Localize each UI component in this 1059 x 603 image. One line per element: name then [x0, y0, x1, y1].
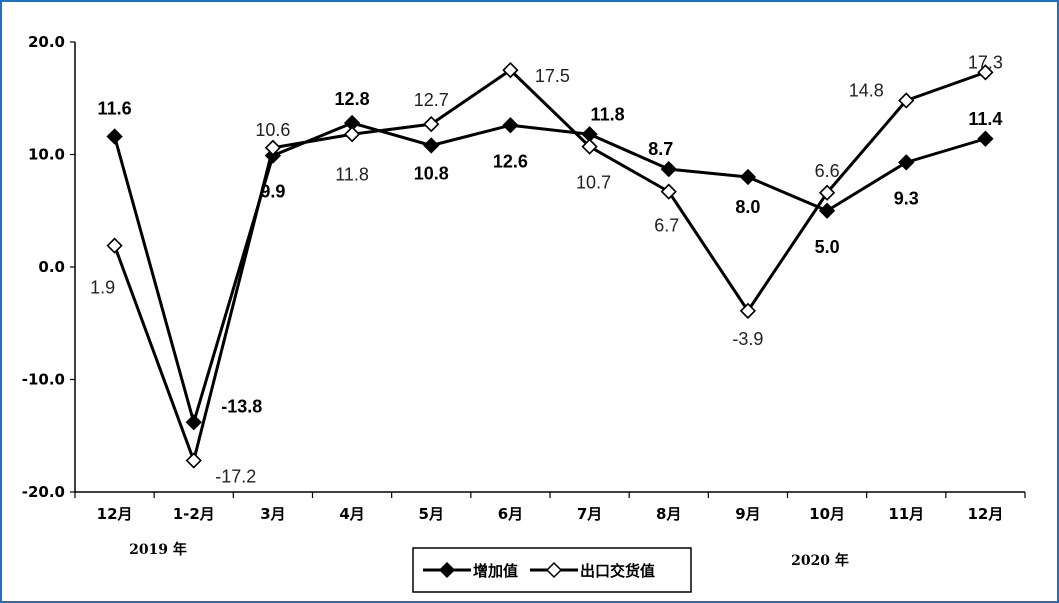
export-delivery-data-label: 17.3 [968, 52, 1003, 72]
value-added-data-label: 11.8 [591, 104, 625, 124]
export-delivery-data-label: 11.8 [335, 164, 369, 184]
export-delivery-data-label: 1.9 [90, 278, 115, 298]
value-added-data-label: 5.0 [815, 237, 840, 257]
value-added-point [185, 414, 202, 431]
legend: 增加值 出口交货值 [412, 547, 692, 593]
value-added-point [739, 168, 757, 186]
export-delivery-data-label: 17.5 [535, 66, 570, 86]
export-delivery-data-label: -3.9 [732, 329, 763, 349]
x-tick-label: 10月 [809, 505, 845, 523]
y-tick-label: 20.0 [28, 33, 65, 51]
export-delivery-data-label: -17.2 [215, 467, 256, 487]
x-tick-label: 6月 [498, 505, 523, 523]
y-tick-label: -20.0 [22, 483, 65, 501]
export-delivery-point [423, 115, 440, 133]
x-tick-label: 1-2月 [173, 505, 215, 523]
x-tick-label: 9月 [735, 505, 760, 523]
value-added-data-label: 12.8 [335, 89, 370, 109]
export-delivery-point [739, 302, 757, 320]
value-added-data-label: 8.7 [648, 139, 673, 159]
export-delivery-point [977, 64, 994, 81]
value-added-data-label: 11.6 [98, 99, 132, 119]
export-delivery-point [581, 138, 598, 155]
year-label-2019: 2019 年 [129, 541, 187, 558]
value-added-data-label: 11.4 [968, 109, 1002, 129]
x-tick-label: 5月 [419, 505, 444, 523]
x-tick-label: 3月 [260, 505, 285, 523]
y-tick-label: -10.0 [22, 371, 65, 389]
legend-label-value-added: 增加值 [473, 562, 518, 580]
export-delivery-data-label: 10.6 [255, 120, 290, 140]
x-tick-label: 4月 [339, 505, 364, 523]
export-delivery-data-label: 10.7 [576, 173, 611, 193]
value-added-point [818, 202, 836, 219]
legend-label-export-delivery: 出口交货值 [580, 562, 655, 580]
series-line-value-added [113, 121, 986, 424]
export-delivery-data-label: 14.8 [849, 81, 884, 101]
export-delivery-point [106, 237, 123, 254]
x-tick-label: 7月 [577, 505, 602, 523]
x-tick-label: 8月 [656, 505, 681, 523]
legend-marker-export-delivery [545, 561, 563, 579]
export-delivery-data-label: 6.6 [815, 161, 840, 181]
y-tick-label: 10.0 [28, 146, 65, 164]
export-delivery-point [660, 183, 677, 200]
export-delivery-point [818, 184, 836, 201]
year-label-2020: 2020 年 [791, 552, 849, 569]
export-delivery-point [502, 61, 519, 79]
export-delivery-point [264, 139, 282, 156]
value-added-point [106, 128, 123, 145]
value-added-point [977, 130, 994, 147]
data-labels: 11.6 -13.8 9.9 12.8 10.8 12.6 11.8 8.7 8.0 5.0 9.3… [90, 52, 1003, 486]
x-tick-label: 11月 [888, 505, 924, 523]
value-added-point [423, 137, 440, 154]
legend-marker-value-added [438, 561, 456, 579]
value-added-data-label: 8.0 [735, 197, 760, 217]
value-added-point [660, 160, 677, 178]
x-tick-label: 12月 [967, 505, 1003, 523]
x-tick-label: 12月 [97, 505, 133, 523]
series-line-export-delivery [113, 68, 986, 462]
value-added-point [898, 154, 915, 171]
value-added-data-label: -13.8 [221, 396, 262, 416]
export-delivery-point [898, 92, 915, 109]
value-added-data-label: 12.6 [493, 151, 528, 171]
export-delivery-data-label: 12.7 [414, 90, 449, 110]
series-lines [106, 61, 994, 469]
y-tick-label: 0.0 [38, 258, 65, 276]
value-added-data-label: 10.8 [414, 164, 449, 184]
export-delivery-point [185, 452, 202, 469]
export-delivery-point [343, 126, 361, 143]
value-added-data-label: 9.9 [260, 182, 285, 202]
export-delivery-data-label: 6.7 [654, 216, 679, 236]
value-added-data-label: 9.3 [894, 188, 919, 208]
value-added-point [502, 117, 519, 134]
axes: 20.0 10.0 0.0 -10.0 -20.0 12月 1-2月 3月 4月 5月 6月 7月 8月… [22, 33, 1026, 569]
